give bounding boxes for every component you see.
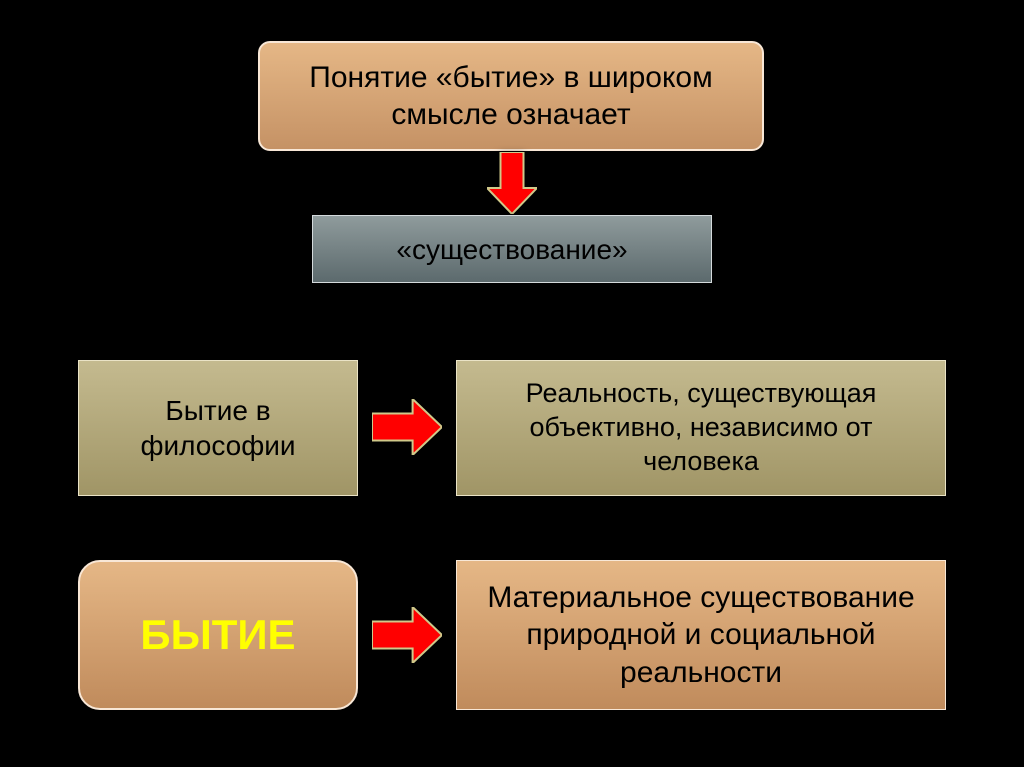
arrow-down-icon <box>487 152 537 214</box>
being-bold-box: БЫТИЕ <box>78 560 358 710</box>
being-philosophy-box: Бытие в философии <box>78 360 358 496</box>
material-existence-box: Материальное существование природной и с… <box>456 560 946 710</box>
title-text: Понятие «бытие» в широком смысле означае… <box>288 59 734 134</box>
reality-objective-text: Реальность, существующая объективно, нез… <box>477 377 925 478</box>
arrow-right-icon <box>372 607 442 663</box>
slide-stage: Понятие «бытие» в широком смысле означае… <box>0 0 1024 767</box>
existence-text: «существование» <box>396 232 627 267</box>
reality-objective-box: Реальность, существующая объективно, нез… <box>456 360 946 496</box>
arrow-right-icon <box>372 399 442 455</box>
existence-box: «существование» <box>312 215 712 283</box>
being-bold-text: БЫТИЕ <box>140 609 295 662</box>
being-philosophy-text: Бытие в философии <box>99 393 337 463</box>
title-box: Понятие «бытие» в широком смысле означае… <box>258 41 764 151</box>
material-existence-text: Материальное существование природной и с… <box>477 579 925 692</box>
